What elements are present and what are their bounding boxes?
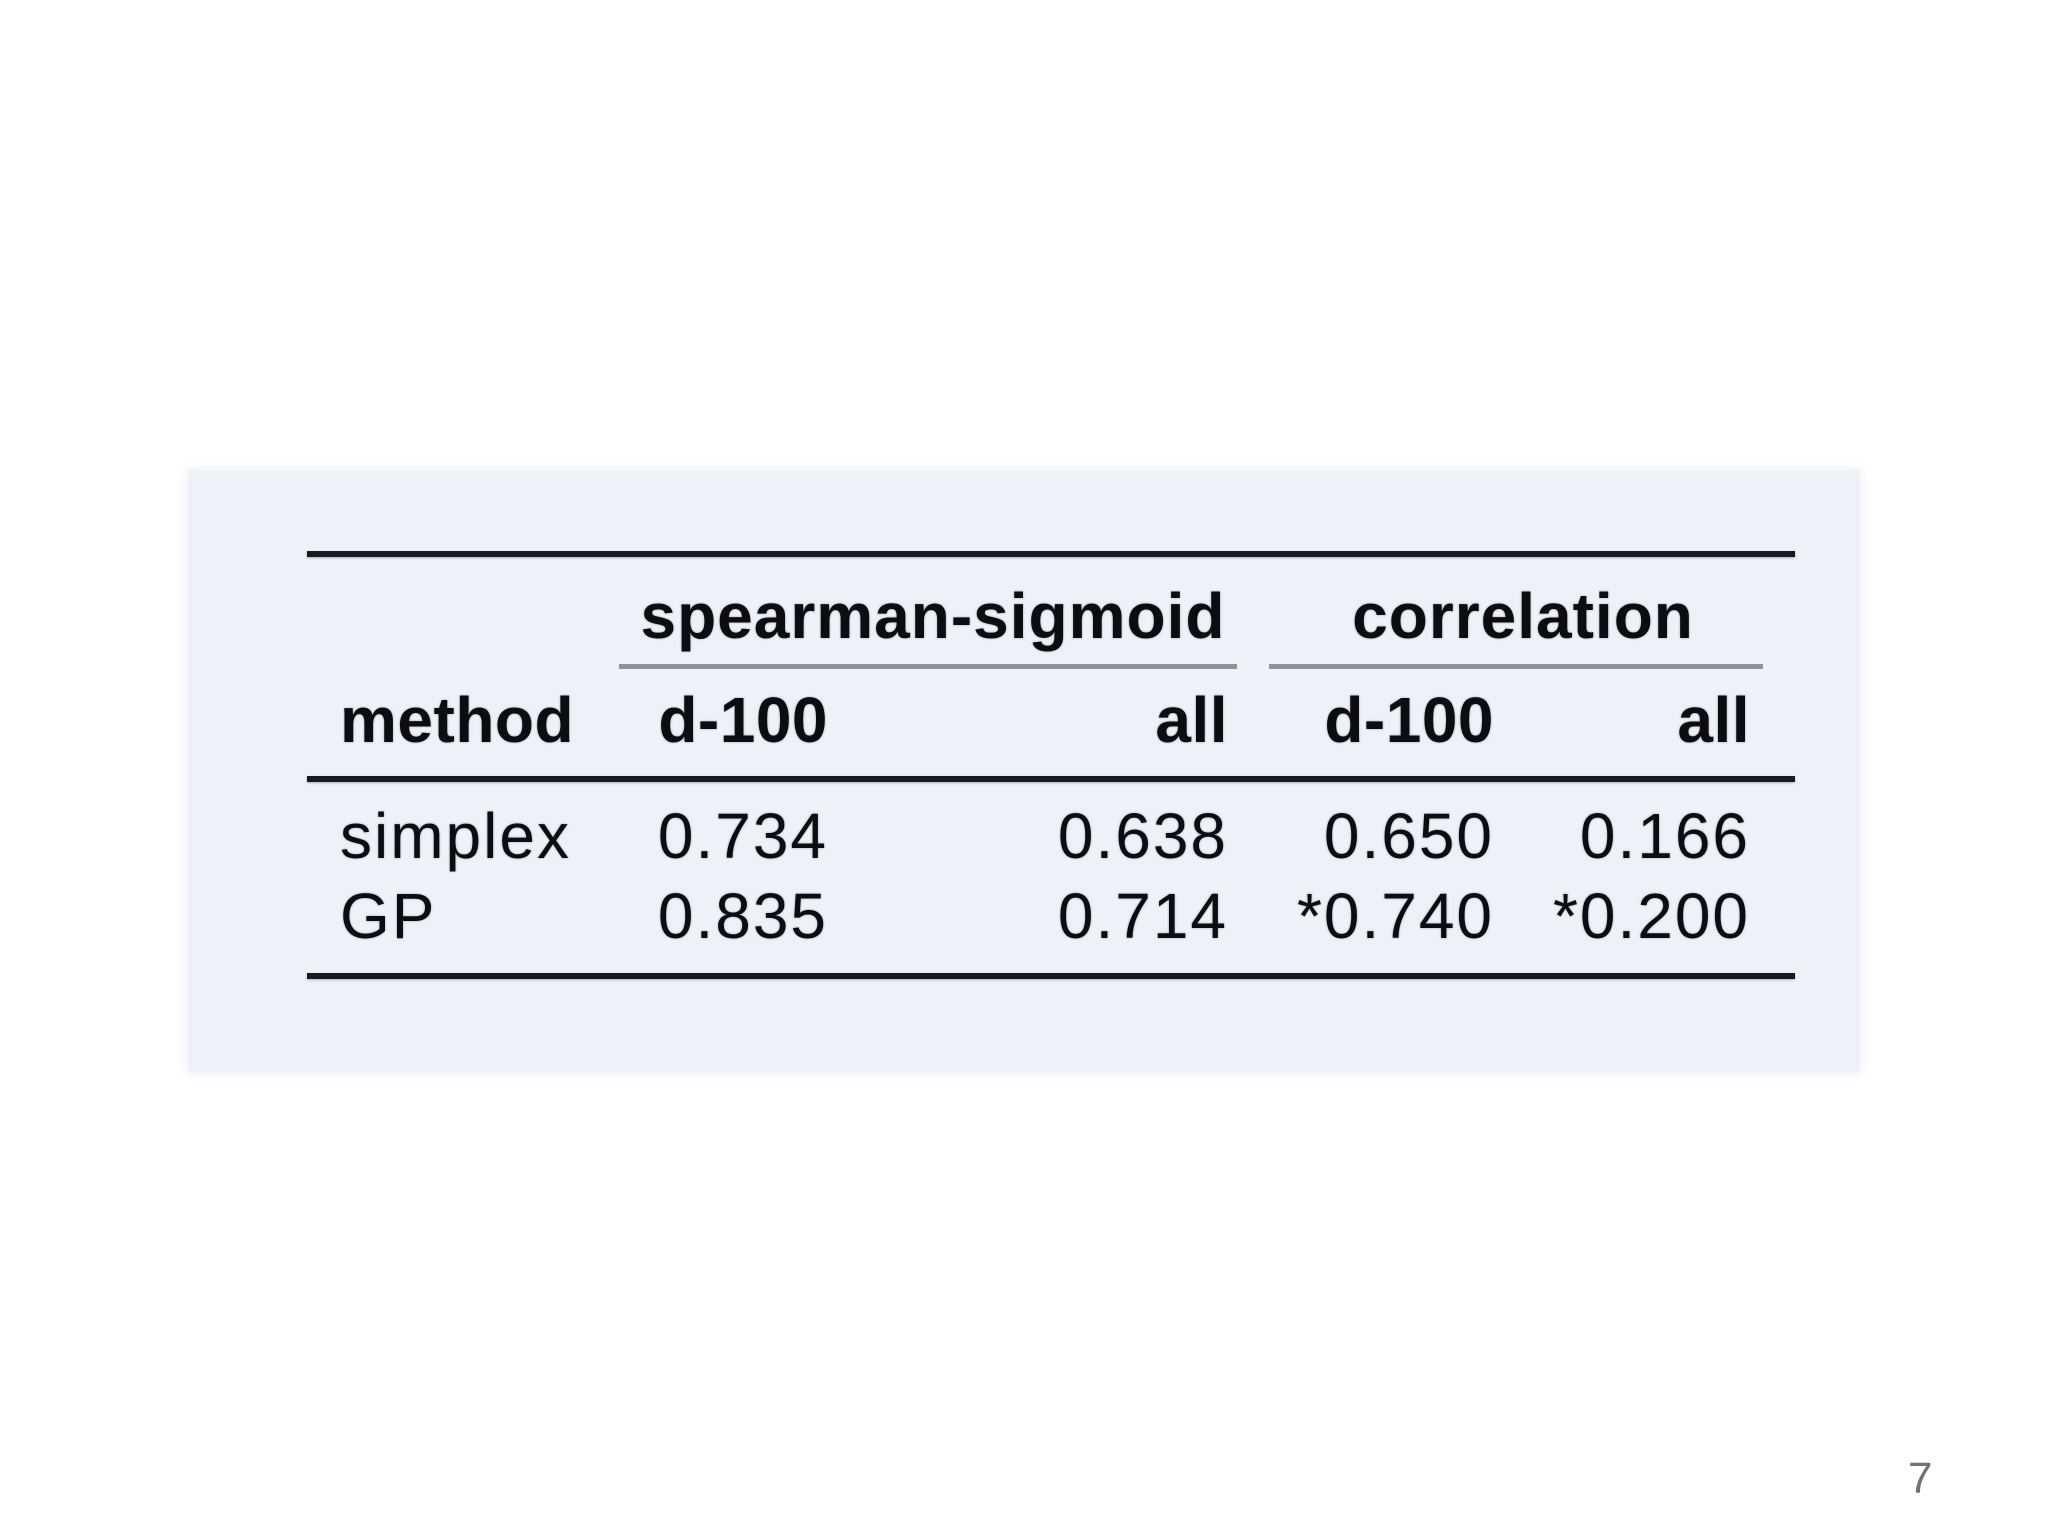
table-cell: *0.740 — [1296, 880, 1494, 952]
group-underline-spearman-sigmoid — [619, 664, 1237, 669]
table-cell: 0.835 — [657, 880, 828, 952]
table-top-rule — [307, 551, 1795, 557]
group-header-correlation: correlation — [1352, 580, 1694, 652]
table-cell: 0.638 — [1057, 800, 1228, 872]
column-header-all-spearman: all — [1155, 684, 1228, 756]
table-bottom-rule — [307, 973, 1795, 979]
results-table-panel: spearman-sigmoid correlation method d-10… — [188, 470, 1860, 1072]
column-header-all-correlation: all — [1677, 684, 1750, 756]
column-header-d100-correlation: d-100 — [1324, 684, 1494, 756]
group-header-spearman-sigmoid: spearman-sigmoid — [640, 580, 1226, 652]
column-header-d100-spearman: d-100 — [658, 684, 828, 756]
table-cell: *0.200 — [1552, 880, 1750, 952]
row-label-gp: GP — [340, 880, 437, 952]
page-number: 7 — [1908, 1454, 1933, 1503]
table-cell: 0.650 — [1323, 800, 1494, 872]
column-header-method: method — [340, 684, 575, 756]
group-underline-correlation — [1269, 664, 1763, 669]
table-mid-rule — [307, 776, 1795, 782]
table-cell: 0.166 — [1579, 800, 1750, 872]
table-cell: 0.714 — [1057, 880, 1228, 952]
row-label-simplex: simplex — [340, 800, 571, 872]
table-cell: 0.734 — [657, 800, 828, 872]
